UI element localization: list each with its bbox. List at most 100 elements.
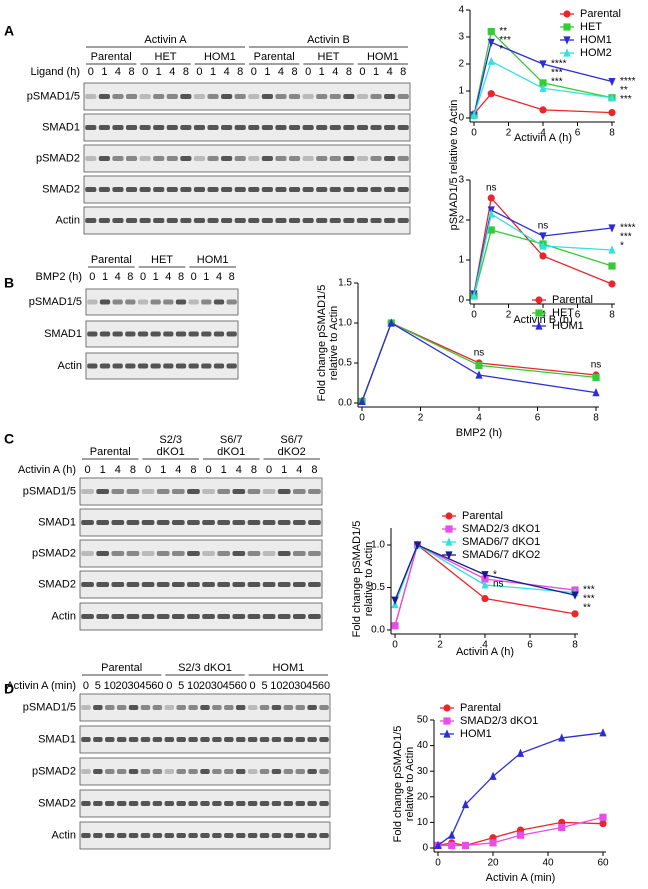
row-label: Actin (52, 829, 76, 841)
blot-band (356, 94, 369, 99)
data-point (539, 241, 547, 250)
x-tick-label: 0 (471, 128, 477, 139)
y-axis-label: Fold change pSMAD1/5 (392, 726, 404, 843)
blot-band (150, 363, 161, 369)
row-label: pSMAD2 (32, 547, 76, 559)
data-point (487, 56, 495, 65)
blot-band (234, 187, 246, 192)
blot-band (153, 125, 165, 130)
blot-band (112, 156, 124, 161)
blot-band (262, 582, 276, 587)
blot-band (200, 737, 210, 742)
blot-band (224, 705, 234, 710)
data-point (599, 813, 607, 821)
blot-band (248, 94, 260, 99)
blot-band (98, 94, 110, 99)
lane-label: 5 (178, 680, 184, 692)
blot-band (212, 737, 222, 742)
y-axis-label: relative to Actin (363, 542, 375, 617)
lane-label: 0 (83, 680, 89, 692)
blot-band (356, 218, 369, 223)
blot-band (166, 125, 178, 130)
lane-label: 8 (130, 464, 136, 476)
blot-band (93, 769, 103, 774)
lane-label: 4 (236, 464, 242, 476)
y-tick-label: 2 (458, 59, 464, 70)
blot-strip (83, 82, 411, 111)
group-label: Parental (254, 51, 295, 63)
blot-band (207, 218, 219, 223)
blot-band (397, 187, 409, 192)
significance-label: *** (551, 77, 563, 88)
significance-label: **** (620, 223, 636, 234)
blot-band (176, 737, 186, 742)
data-point (539, 232, 547, 241)
data-point (571, 610, 579, 618)
blot-band (288, 94, 301, 99)
blot-band (116, 737, 127, 742)
group-label: HOM1 (367, 51, 399, 63)
blot-band (283, 769, 294, 774)
lane-label: 0 (89, 271, 95, 283)
blot-band (319, 801, 329, 806)
blot-band (370, 187, 382, 192)
lane-label: 1 (221, 464, 227, 476)
blot-band (316, 218, 328, 223)
blot-band (329, 156, 341, 161)
significance-label: *** (583, 594, 595, 605)
blot-band (213, 331, 225, 337)
blot-band (261, 125, 273, 130)
row-label: SMAD1 (44, 328, 82, 340)
legend-marker (445, 551, 453, 560)
blot-band (187, 520, 200, 525)
blot-band (140, 769, 151, 774)
blot-band (295, 833, 305, 838)
lane-label: 0 (191, 271, 197, 283)
blot-band (343, 218, 355, 223)
blot-band (153, 218, 165, 223)
blot-band (247, 705, 258, 710)
row-label: Actin (52, 610, 76, 622)
blot-band (85, 125, 97, 130)
blot-band (343, 156, 355, 161)
blot-band (232, 582, 246, 587)
x-tick-label: 2 (506, 310, 512, 321)
blot-band (96, 489, 110, 494)
blot-band (166, 156, 178, 161)
significance-label: ** (583, 603, 591, 614)
blot-band (137, 363, 149, 369)
x-tick-label: 6 (535, 413, 541, 424)
blot-band (164, 801, 175, 806)
legend-marker (535, 296, 543, 304)
legend-label: HOM1 (552, 320, 584, 332)
legend-marker (445, 525, 453, 533)
row-label: SMAD1 (38, 733, 76, 745)
blot-band (292, 489, 306, 494)
blot-band (343, 187, 355, 192)
lane-label: 0 (251, 66, 257, 78)
blot-band (125, 94, 138, 99)
data-point (571, 591, 579, 600)
blot-band (105, 705, 115, 710)
blot-band (288, 156, 301, 161)
lane-label: 0 (266, 464, 272, 476)
blot-band (141, 551, 155, 556)
y-tick-label: 0.0 (338, 398, 352, 409)
blot-band (99, 299, 111, 305)
blot-band (96, 520, 110, 525)
group-label: dKO1 (217, 446, 245, 458)
data-point (481, 571, 489, 580)
legend-marker (443, 704, 451, 712)
blot-band (207, 156, 219, 161)
blot-band (217, 614, 231, 619)
blot-band (99, 363, 111, 369)
blot-band (180, 94, 192, 99)
blot-band (116, 705, 127, 710)
legend-label: HOM2 (580, 47, 612, 59)
row-label: pSMAD2 (32, 765, 76, 777)
condition-label: BMP2 (h) (36, 271, 82, 283)
lane-label: 4 (224, 66, 230, 78)
blot-band (283, 833, 294, 838)
y-tick-label: 0.0 (371, 625, 385, 636)
significance-label: *** (551, 68, 563, 79)
